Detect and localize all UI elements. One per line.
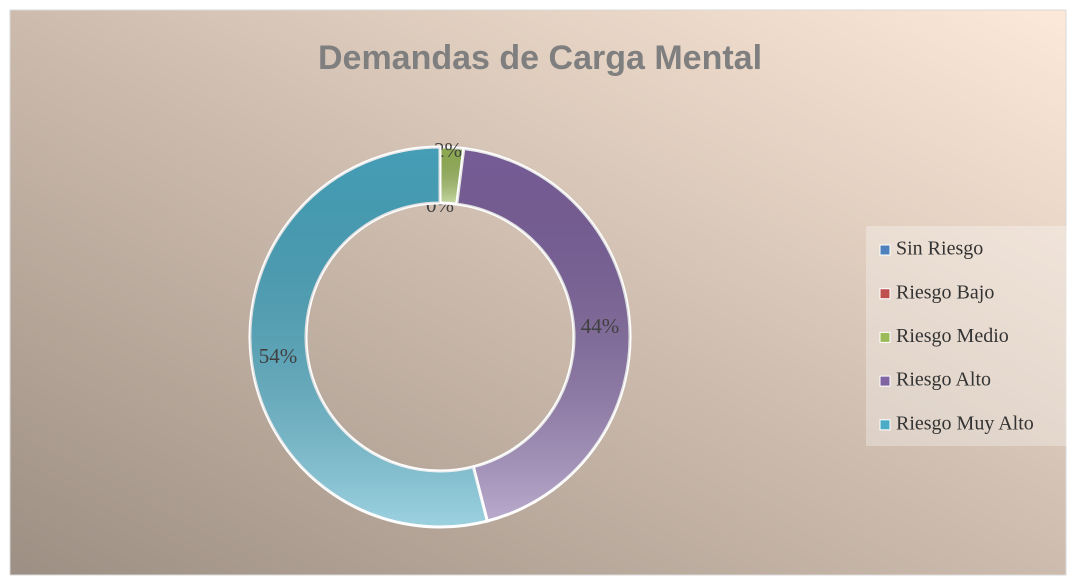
legend-swatch [879, 375, 891, 387]
data-label: 54% [259, 344, 298, 368]
legend-label: Sin Riesgo [896, 238, 983, 260]
legend [866, 226, 1076, 446]
chart-title: Demandas de Carga Mental [318, 39, 762, 77]
legend-swatch [879, 244, 891, 256]
segment-shade [456, 148, 631, 522]
legend-label: Riesgo Alto [896, 369, 991, 391]
legend-swatch [879, 419, 891, 431]
legend-swatch [879, 288, 891, 300]
legend-label: Riesgo Medio [896, 325, 1009, 347]
legend-label: Riesgo Bajo [896, 281, 994, 303]
legend-label: Riesgo Muy Alto [896, 412, 1034, 434]
legend-swatch [879, 331, 891, 343]
segment-shade [250, 147, 488, 527]
data-label: 44% [581, 314, 620, 338]
